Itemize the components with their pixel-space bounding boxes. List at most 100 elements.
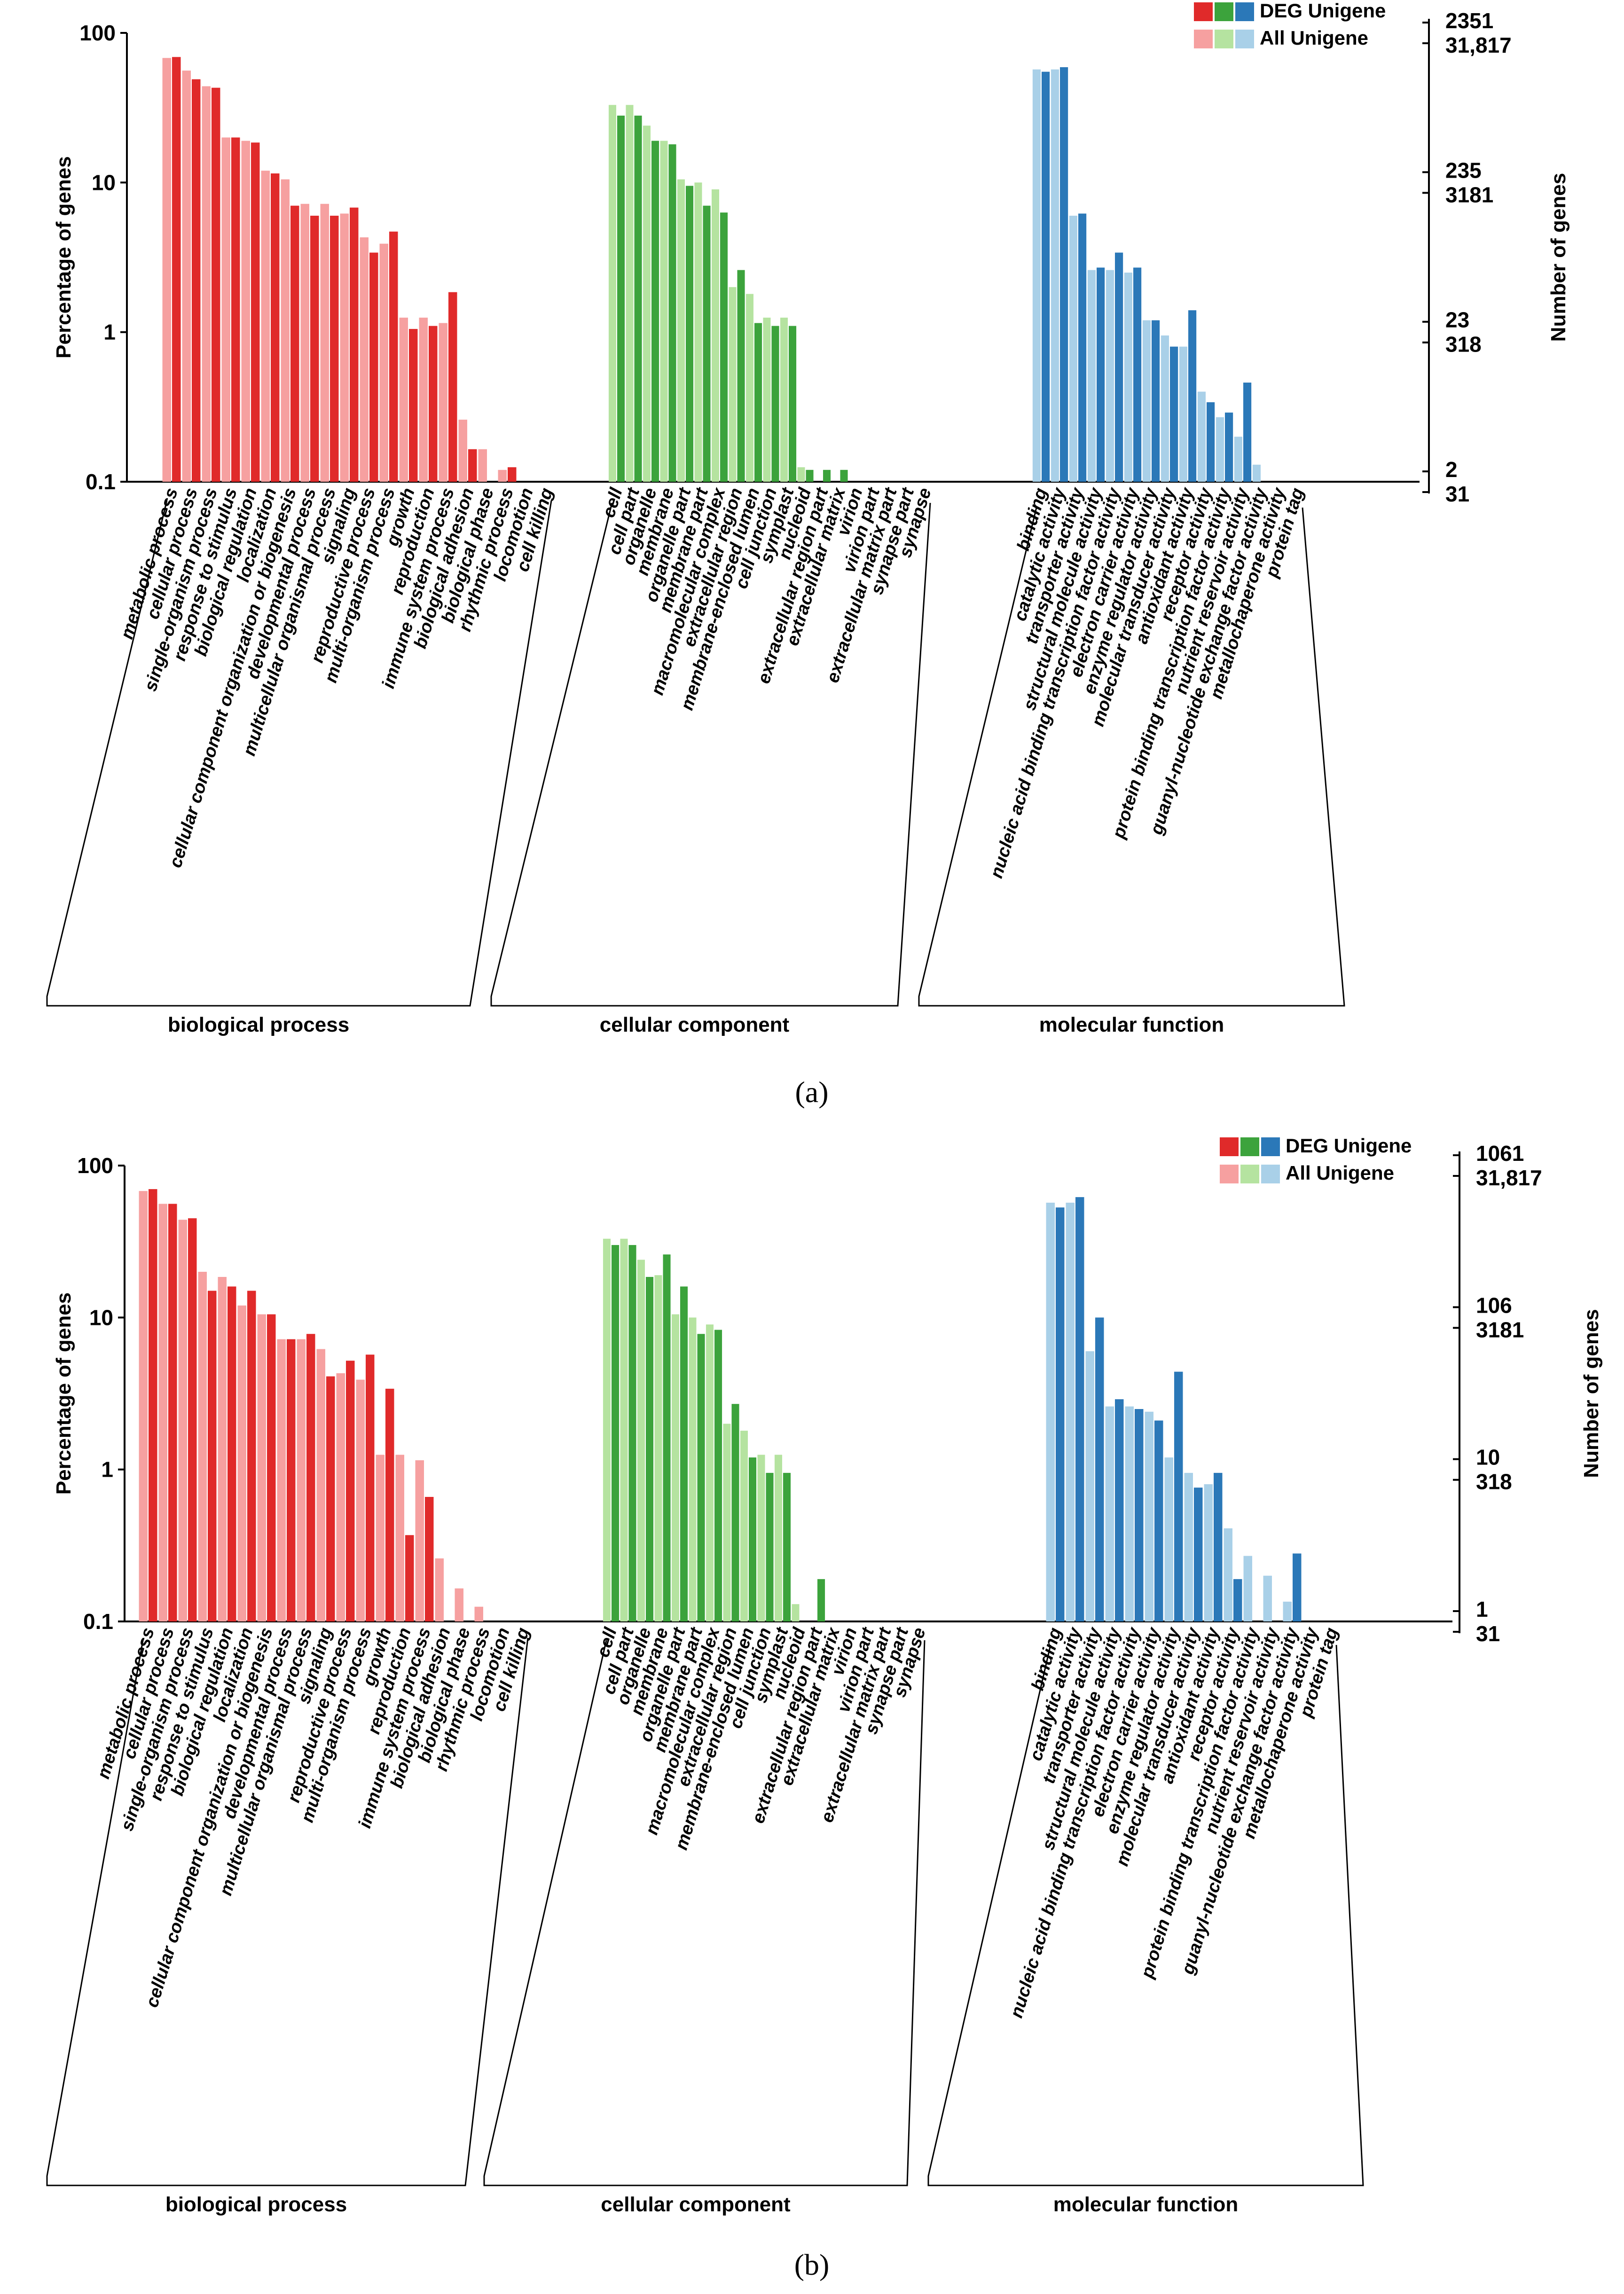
y2-tick-label-deg: 106 bbox=[1476, 1293, 1512, 1317]
bar-all-unigene bbox=[340, 213, 349, 482]
bar-deg-unigene bbox=[806, 470, 814, 482]
bar-deg-unigene bbox=[1293, 1553, 1302, 1621]
bar-all-unigene bbox=[395, 1455, 404, 1621]
group-label: cellular component bbox=[601, 2193, 791, 2216]
bar-deg-unigene bbox=[646, 1276, 654, 1621]
bar-deg-unigene bbox=[287, 1339, 296, 1621]
y2-tick-label-deg: 1 bbox=[1476, 1597, 1488, 1621]
bar-all-unigene bbox=[637, 1260, 645, 1621]
bar-all-unigene bbox=[1263, 1575, 1272, 1621]
bar-deg-unigene bbox=[306, 1334, 315, 1621]
bar-deg-unigene bbox=[1075, 1197, 1084, 1621]
group-bracket bbox=[46, 500, 552, 1007]
bar-deg-unigene bbox=[228, 1286, 236, 1621]
bar-all-unigene bbox=[689, 1317, 697, 1621]
legend-swatch-all bbox=[1261, 1165, 1280, 1183]
bar-all-unigene bbox=[458, 419, 467, 482]
y2-tick-label-deg: 2351 bbox=[1445, 8, 1493, 33]
y2-axis-title: Number of genes bbox=[1547, 173, 1570, 342]
bar-deg-unigene bbox=[1225, 412, 1233, 482]
panel-label: (b) bbox=[794, 2248, 830, 2281]
bar-deg-unigene bbox=[628, 1245, 636, 1621]
bar-deg-unigene bbox=[1115, 1399, 1124, 1621]
bar-all-unigene bbox=[376, 1455, 384, 1621]
y2-tick-label-deg: 235 bbox=[1445, 158, 1482, 182]
bar-all-unigene bbox=[1161, 335, 1169, 482]
bar-all-unigene bbox=[671, 1314, 679, 1621]
bar-deg-unigene bbox=[267, 1314, 276, 1621]
bar-all-unigene bbox=[435, 1558, 444, 1621]
bar-all-unigene bbox=[626, 105, 634, 482]
bar-all-unigene bbox=[474, 1606, 483, 1621]
bar-all-unigene bbox=[277, 1339, 286, 1621]
y2-tick-label-all: 318 bbox=[1476, 1470, 1512, 1494]
bar-deg-unigene bbox=[1170, 346, 1178, 482]
y-tick-label: 10 bbox=[92, 170, 116, 195]
bar-deg-unigene bbox=[1095, 1317, 1104, 1621]
y-tick-label: 100 bbox=[79, 21, 116, 45]
bar-deg-unigene bbox=[271, 173, 280, 482]
bar-deg-unigene bbox=[789, 326, 797, 482]
bar-deg-unigene bbox=[1097, 267, 1105, 482]
bar-deg-unigene bbox=[149, 1189, 157, 1621]
bar-all-unigene bbox=[1106, 270, 1114, 482]
bar-all-unigene bbox=[1224, 1528, 1232, 1621]
legend-swatch-deg bbox=[1194, 2, 1213, 21]
bar-all-unigene bbox=[745, 294, 753, 482]
legend-swatch-deg bbox=[1235, 2, 1254, 21]
bar-deg-unigene bbox=[172, 57, 181, 482]
bar-all-unigene bbox=[1145, 1411, 1153, 1621]
bar-deg-unigene bbox=[310, 215, 319, 482]
bar-deg-unigene bbox=[326, 1376, 335, 1621]
bar-all-unigene bbox=[498, 470, 507, 482]
bar-deg-unigene bbox=[212, 87, 220, 482]
y-tick-label: 1 bbox=[101, 1457, 113, 1482]
bar-all-unigene bbox=[1142, 320, 1151, 482]
bar-all-unigene bbox=[139, 1191, 148, 1621]
bar-deg-unigene bbox=[754, 323, 762, 482]
bar-all-unigene bbox=[1197, 391, 1206, 482]
bar-deg-unigene bbox=[1152, 320, 1160, 482]
y2-tick-label-all: 31,817 bbox=[1445, 33, 1512, 57]
bar-deg-unigene bbox=[783, 1472, 791, 1621]
bar-deg-unigene bbox=[612, 1245, 620, 1621]
bar-all-unigene bbox=[415, 1460, 424, 1621]
y2-axis-title: Number of genes bbox=[1580, 1309, 1603, 1478]
y2-tick-label-deg: 2 bbox=[1445, 457, 1458, 482]
y-tick-label: 0.1 bbox=[83, 1609, 113, 1634]
y2-tick-label-deg: 23 bbox=[1445, 308, 1469, 332]
y-tick-label: 100 bbox=[77, 1153, 113, 1178]
bar-all-unigene bbox=[455, 1588, 463, 1621]
bar-deg-unigene bbox=[366, 1354, 375, 1621]
bar-deg-unigene bbox=[714, 1330, 722, 1621]
bar-deg-unigene bbox=[409, 329, 418, 482]
bar-all-unigene bbox=[379, 243, 388, 482]
bar-all-unigene bbox=[320, 204, 329, 482]
bar-deg-unigene bbox=[508, 467, 517, 482]
bar-all-unigene bbox=[257, 1314, 266, 1621]
bar-all-unigene bbox=[1234, 437, 1242, 482]
panel-label: (a) bbox=[795, 1075, 828, 1109]
bar-deg-unigene bbox=[840, 470, 848, 482]
bar-deg-unigene bbox=[1154, 1420, 1163, 1621]
y2-tick-label-all: 3181 bbox=[1476, 1317, 1524, 1342]
bar-deg-unigene bbox=[680, 1286, 688, 1621]
y2-tick-label-all: 31,817 bbox=[1476, 1166, 1542, 1190]
y2-tick-label-all: 318 bbox=[1445, 332, 1482, 357]
bar-all-unigene bbox=[1032, 69, 1041, 482]
bar-all-unigene bbox=[281, 179, 290, 482]
bar-all-unigene bbox=[1216, 417, 1224, 482]
bar-deg-unigene bbox=[1188, 310, 1197, 482]
bar-deg-unigene bbox=[330, 215, 339, 482]
bar-deg-unigene bbox=[369, 252, 378, 482]
bar-deg-unigene bbox=[697, 1334, 705, 1621]
legend-swatch-all bbox=[1240, 1165, 1259, 1183]
bar-all-unigene bbox=[603, 1238, 611, 1621]
bar-deg-unigene bbox=[290, 205, 299, 482]
bar-deg-unigene bbox=[771, 326, 779, 482]
bar-all-unigene bbox=[620, 1238, 628, 1621]
y2-tick-label-deg: 10 bbox=[1476, 1445, 1500, 1470]
bar-all-unigene bbox=[1179, 346, 1187, 482]
bar-deg-unigene bbox=[1207, 402, 1215, 482]
